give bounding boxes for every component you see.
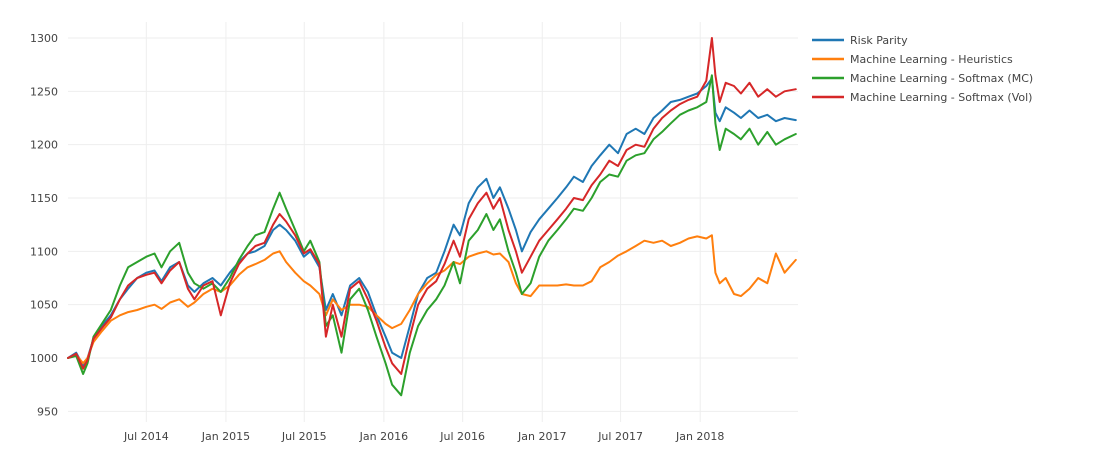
legend-item[interactable]: Machine Learning - Softmax (Vol)	[812, 91, 1032, 104]
legend-label: Machine Learning - Heuristics	[850, 53, 1013, 66]
x-tick-label: Jul 2014	[123, 430, 169, 443]
x-tick-label: Jul 2015	[281, 430, 327, 443]
series-line-3	[67, 74, 797, 397]
y-tick-label: 1200	[30, 139, 58, 152]
y-tick-label: 1250	[30, 85, 58, 98]
y-tick-label: 1150	[30, 192, 58, 205]
legend-item[interactable]: Machine Learning - Softmax (MC)	[812, 72, 1033, 85]
y-tick-label: 1100	[30, 245, 58, 258]
legend-label: Machine Learning - Softmax (Vol)	[850, 91, 1032, 104]
y-tick-label: 950	[37, 405, 58, 418]
axes: 950 1000 1050 1100 1150 1200 1250 1300 Jul 2014 J…	[30, 32, 724, 443]
y-tick-label: 1050	[30, 299, 58, 312]
legend[interactable]: Risk Parity Machine Learning - Heuristics…	[812, 34, 1033, 104]
x-tick-label: Jan 2016	[359, 430, 408, 443]
legend-item[interactable]: Machine Learning - Heuristics	[812, 53, 1013, 66]
legend-item[interactable]: Risk Parity	[812, 34, 908, 47]
series-lines	[67, 37, 797, 397]
legend-label: Machine Learning - Softmax (MC)	[850, 72, 1033, 85]
x-tick-label: Jul 2016	[439, 430, 485, 443]
series-line-2	[67, 234, 797, 365]
y-tick-label: 1000	[30, 352, 58, 365]
legend-label: Risk Parity	[850, 34, 908, 47]
grid	[68, 22, 798, 422]
x-tick-label: Jan 2018	[675, 430, 724, 443]
y-tick-label: 1300	[30, 32, 58, 45]
series-line-1	[67, 77, 797, 367]
x-tick-label: Jan 2017	[517, 430, 566, 443]
x-tick-label: Jul 2017	[597, 430, 643, 443]
x-tick-label: Jan 2015	[201, 430, 250, 443]
series-line-4	[67, 37, 797, 375]
